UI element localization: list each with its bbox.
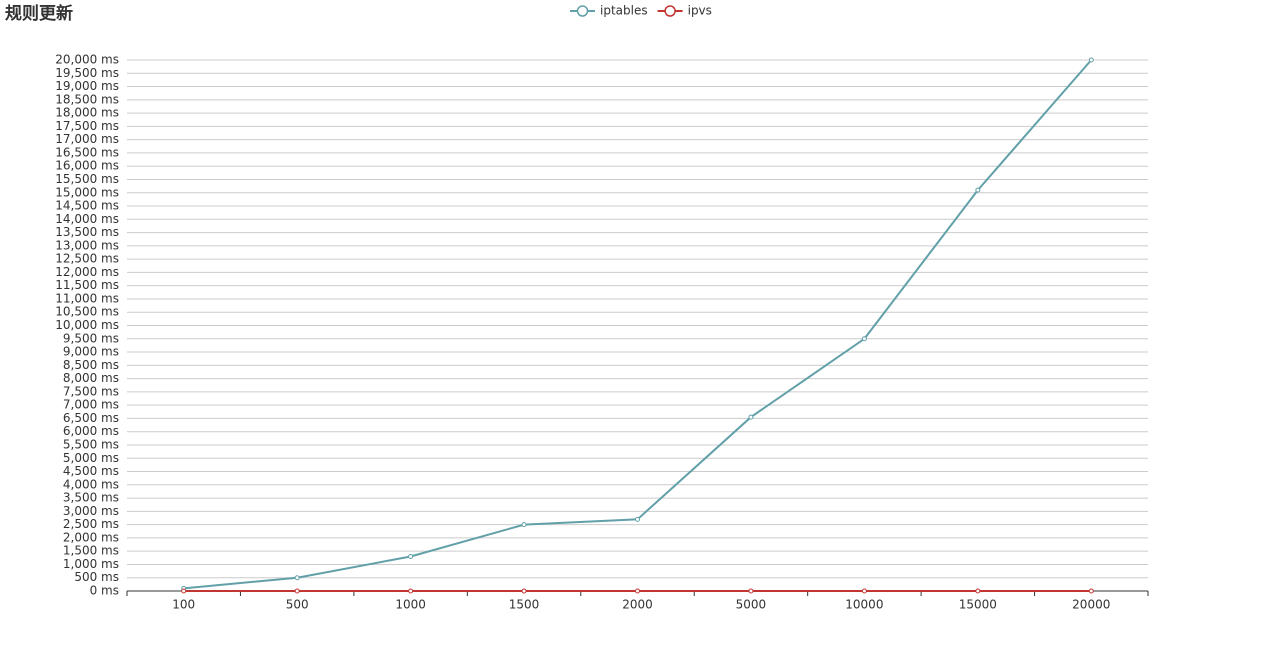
data-point xyxy=(748,414,754,420)
y-tick-label: 16,500 ms xyxy=(55,145,119,159)
y-tick-label: 19,000 ms xyxy=(55,79,119,93)
x-tick-label: 1000 xyxy=(395,598,426,612)
y-tick-label: 10,500 ms xyxy=(55,305,119,319)
y-tick-label: 6,500 ms xyxy=(63,411,119,425)
y-tick-label: 10,000 ms xyxy=(55,318,119,332)
y-tick-label: 1,500 ms xyxy=(63,544,119,558)
data-point xyxy=(861,336,867,342)
y-tick-label: 17,000 ms xyxy=(55,132,119,146)
y-tick-label: 13,500 ms xyxy=(55,225,119,239)
data-point xyxy=(181,588,187,594)
legend-label: ipvs xyxy=(688,4,712,18)
y-tick-label: 2,500 ms xyxy=(63,517,119,531)
x-tick-label: 10000 xyxy=(845,598,883,612)
data-point xyxy=(1088,588,1094,594)
y-tick-label: 18,500 ms xyxy=(55,92,119,106)
y-tick-label: 20,000 ms xyxy=(55,53,119,67)
y-tick-label: 9,000 ms xyxy=(63,345,119,359)
y-tick-label: 8,000 ms xyxy=(63,371,119,385)
y-tick-label: 16,000 ms xyxy=(55,159,119,173)
y-tick-label: 12,500 ms xyxy=(55,252,119,266)
data-point xyxy=(408,588,414,594)
y-tick-label: 500 ms xyxy=(74,570,119,584)
y-tick-label: 12,000 ms xyxy=(55,265,119,279)
y-tick-label: 3,000 ms xyxy=(63,504,119,518)
y-tick-label: 14,500 ms xyxy=(55,199,119,213)
y-tick-label: 18,000 ms xyxy=(55,106,119,120)
y-tick-label: 4,000 ms xyxy=(63,477,119,491)
legend-label: iptables xyxy=(600,4,648,18)
data-point xyxy=(521,588,527,594)
y-tick-label: 7,000 ms xyxy=(63,398,119,412)
x-tick-label: 100 xyxy=(172,598,195,612)
legend: iptables ipvs xyxy=(570,4,712,18)
y-tick-label: 11,500 ms xyxy=(55,278,119,292)
y-tick-label: 14,000 ms xyxy=(55,212,119,226)
y-tick-label: 13,000 ms xyxy=(55,238,119,252)
y-tick-label: 11,000 ms xyxy=(55,291,119,305)
x-tick-label: 15000 xyxy=(959,598,997,612)
y-tick-label: 17,500 ms xyxy=(55,119,119,133)
legend-symbol xyxy=(664,5,676,17)
y-tick-label: 7,500 ms xyxy=(63,384,119,398)
y-tick-label: 3,500 ms xyxy=(63,491,119,505)
y-tick-label: 15,500 ms xyxy=(55,172,119,186)
y-tick-label: 8,500 ms xyxy=(63,358,119,372)
data-point xyxy=(861,588,867,594)
legend-symbol xyxy=(576,5,589,17)
y-tick-label: 5,000 ms xyxy=(63,451,119,465)
y-tick-label: 1,000 ms xyxy=(63,557,119,571)
data-point xyxy=(975,187,981,193)
chart-title: 规则更新 xyxy=(5,3,73,24)
x-tick-label: 1500 xyxy=(509,598,540,612)
data-point xyxy=(635,588,640,594)
data-point xyxy=(294,588,300,594)
y-tick-label: 9,500 ms xyxy=(63,331,119,345)
data-point xyxy=(975,588,981,594)
data-point xyxy=(521,522,527,528)
y-tick-label: 6,000 ms xyxy=(63,424,119,438)
y-tick-label: 4,500 ms xyxy=(63,464,119,478)
y-tick-label: 19,500 ms xyxy=(55,66,119,80)
x-tick-label: 500 xyxy=(286,598,309,612)
data-point xyxy=(294,575,300,581)
x-tick-label: 5000 xyxy=(736,598,767,612)
data-point xyxy=(408,553,414,559)
y-tick-label: 5,500 ms xyxy=(63,437,119,451)
y-tick-label: 0 ms xyxy=(90,584,119,598)
data-point xyxy=(748,588,754,594)
y-tick-label: 15,000 ms xyxy=(55,185,119,199)
x-tick-label: 2000 xyxy=(622,598,653,612)
data-point xyxy=(1088,57,1094,63)
data-point xyxy=(635,516,640,522)
x-tick-label: 20000 xyxy=(1072,598,1110,612)
y-tick-label: 2,000 ms xyxy=(63,530,119,544)
